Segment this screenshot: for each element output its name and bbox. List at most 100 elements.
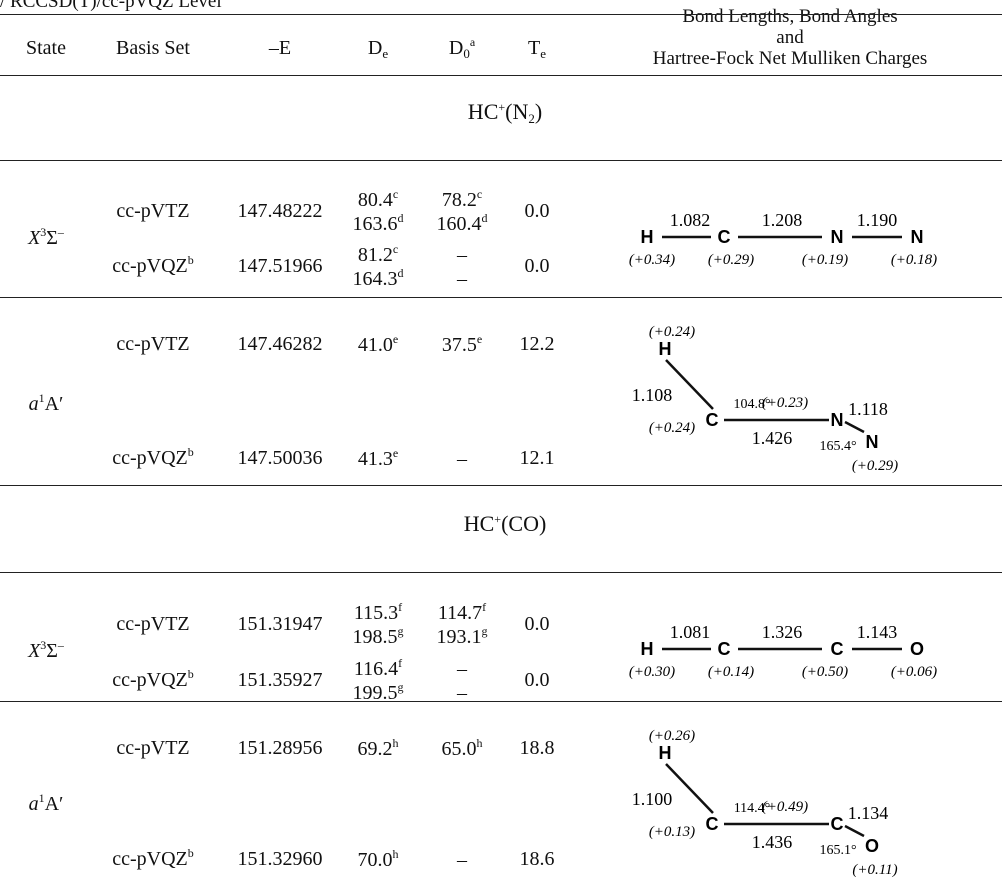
basis-cell: cc-pVQZb xyxy=(112,668,194,691)
de-cell-line-1-value: 116.4 xyxy=(353,658,399,680)
atom-label: N xyxy=(831,410,844,430)
state-letter: a xyxy=(28,793,39,815)
de-cell-line-1-footnote: c xyxy=(392,187,399,201)
de-cell-line-1: 41.3e xyxy=(358,447,398,471)
de-cell-line-2-footnote: d xyxy=(397,266,404,280)
energy-cell: 147.50036 xyxy=(237,447,323,469)
de-cell-line-1-value: 70.0 xyxy=(357,849,393,871)
d0-cell-line-1: 78.2c xyxy=(437,188,488,212)
basis-footnote: b xyxy=(187,445,194,459)
de-cell-line-1: 115.3f xyxy=(353,601,404,625)
bond-angle-label: 165.4° xyxy=(819,439,856,454)
te-cell: 0.0 xyxy=(524,255,550,277)
d0-cell-line-1-value: – xyxy=(457,658,467,680)
bond-length-label: 1.081 xyxy=(670,622,711,642)
de-cell-line-1: 41.0e xyxy=(358,333,398,357)
basis-name: cc-pVTZ xyxy=(116,333,190,355)
section-title-sup: + xyxy=(498,100,506,114)
te-cell: 12.2 xyxy=(519,333,555,355)
energy-cell: 147.46282 xyxy=(237,333,323,355)
bond-line xyxy=(844,824,865,838)
atom-label: H xyxy=(659,743,672,763)
section-title-open: (N xyxy=(505,99,529,124)
de-cell: 70.0h xyxy=(358,848,399,872)
bond-length-label: 1.134 xyxy=(848,803,889,823)
d0-cell-line-2: 160.4d xyxy=(437,212,488,236)
mulliken-charge-label: (+0.19) xyxy=(802,252,848,268)
de-cell-line-1-footnote: c xyxy=(392,242,399,256)
d0-cell-line-1: – xyxy=(457,657,467,681)
header-te: Te xyxy=(528,37,546,61)
state-label: X3Σ– xyxy=(28,225,64,249)
mulliken-charge-label: (+0.18) xyxy=(891,252,937,268)
de-cell: 116.4f 199.5g xyxy=(353,657,404,705)
de-cell-line-1: 81.2c xyxy=(353,243,404,267)
d0-cell: 114.7f 193.1g xyxy=(437,601,488,649)
bond-line xyxy=(844,420,865,434)
de-cell-line-2-footnote: g xyxy=(397,680,404,694)
state-multiplicity: 3 xyxy=(40,225,47,239)
d0-cell-line-2-value: – xyxy=(457,682,467,704)
mulliken-charge-label: (+0.13) xyxy=(649,824,695,840)
basis-cell: cc-pVQZb xyxy=(112,253,194,277)
mulliken-charge-label: (+0.11) xyxy=(852,862,897,878)
section-title-base: HC xyxy=(463,511,495,536)
de-cell-line-1-value: 80.4 xyxy=(357,189,393,211)
molecule-structure: H C C O 1.081 1.326 1.143 (+0.30) (+0.14) (+0.50)… xyxy=(629,622,937,680)
state-multiplicity: 1 xyxy=(38,391,45,405)
section-title-sup: + xyxy=(494,512,502,526)
state-symbol: Σ xyxy=(46,640,58,662)
de-cell-line-1-footnote: e xyxy=(392,446,399,460)
atom-label: C xyxy=(831,814,844,834)
mulliken-charge-label: (+0.06) xyxy=(891,664,937,680)
mulliken-charge-label: (+0.29) xyxy=(708,252,754,268)
state-letter: X xyxy=(28,640,41,662)
de-cell-line-1: 69.2h xyxy=(358,737,399,761)
de-cell: 115.3f 198.5g xyxy=(353,601,404,649)
atom-label: C xyxy=(706,410,719,430)
mulliken-charge-label: (+0.34) xyxy=(629,252,675,268)
state-label: X3Σ– xyxy=(28,638,64,662)
d0-cell-line-1: 37.5e xyxy=(442,333,482,357)
atom-label: N xyxy=(911,227,924,247)
header-state: State xyxy=(26,37,66,59)
header-d0: D0a xyxy=(448,35,476,61)
energy-cell: 151.32960 xyxy=(237,848,323,870)
mulliken-charge-label: (+0.23) xyxy=(762,395,808,411)
de-cell-line-1-footnote: h xyxy=(392,736,399,750)
atom-label: C xyxy=(831,639,844,659)
d0-cell-line-1: – xyxy=(457,243,467,267)
d0-cell-line-1: 114.7f xyxy=(437,601,488,625)
state-label: a1A′ xyxy=(28,792,64,815)
d0-cell: – – xyxy=(457,657,467,705)
state-multiplicity: 3 xyxy=(40,638,47,652)
mulliken-charge-label: (+0.49) xyxy=(762,799,808,815)
header-geometry: Bond Lengths, Bond Angles and Hartree-Fo… xyxy=(652,6,928,69)
bond-length-label: 1.326 xyxy=(762,622,803,642)
basis-name: cc-pVQZ xyxy=(112,669,188,691)
basis-cell: cc-pVTZ xyxy=(116,613,189,635)
d0-cell: 37.5e xyxy=(442,333,482,357)
de-cell: 80.4c 163.6d xyxy=(353,188,404,236)
basis-footnote: b xyxy=(187,846,194,860)
de-cell-line-1-footnote: e xyxy=(392,332,399,346)
bond-length-label: 1.436 xyxy=(752,832,793,852)
bond-line xyxy=(665,359,714,410)
bond-angle-label: 114.4° xyxy=(734,801,771,816)
basis-cell: cc-pVTZ xyxy=(116,333,189,355)
header-basis-set: Basis Set xyxy=(116,37,190,59)
d0-cell-line-2: 193.1g xyxy=(437,625,488,649)
basis-cell: cc-pVTZ xyxy=(116,737,189,759)
energy-cell: 151.35927 xyxy=(237,669,323,691)
atom-label: H xyxy=(659,339,672,359)
rule-section2-title xyxy=(0,572,1002,573)
basis-footnote: b xyxy=(187,253,194,267)
de-cell-line-1-value: 41.3 xyxy=(357,448,393,470)
d0-cell-line-2: – xyxy=(457,267,467,291)
atom-label: H xyxy=(641,227,654,247)
de-cell-line-1: 70.0h xyxy=(358,848,399,872)
d0-cell-line-2: – xyxy=(457,681,467,705)
basis-cell: cc-pVQZb xyxy=(112,445,194,469)
d0-cell-line-2-footnote: g xyxy=(481,624,488,638)
bond-length-label: 1.143 xyxy=(857,622,898,642)
